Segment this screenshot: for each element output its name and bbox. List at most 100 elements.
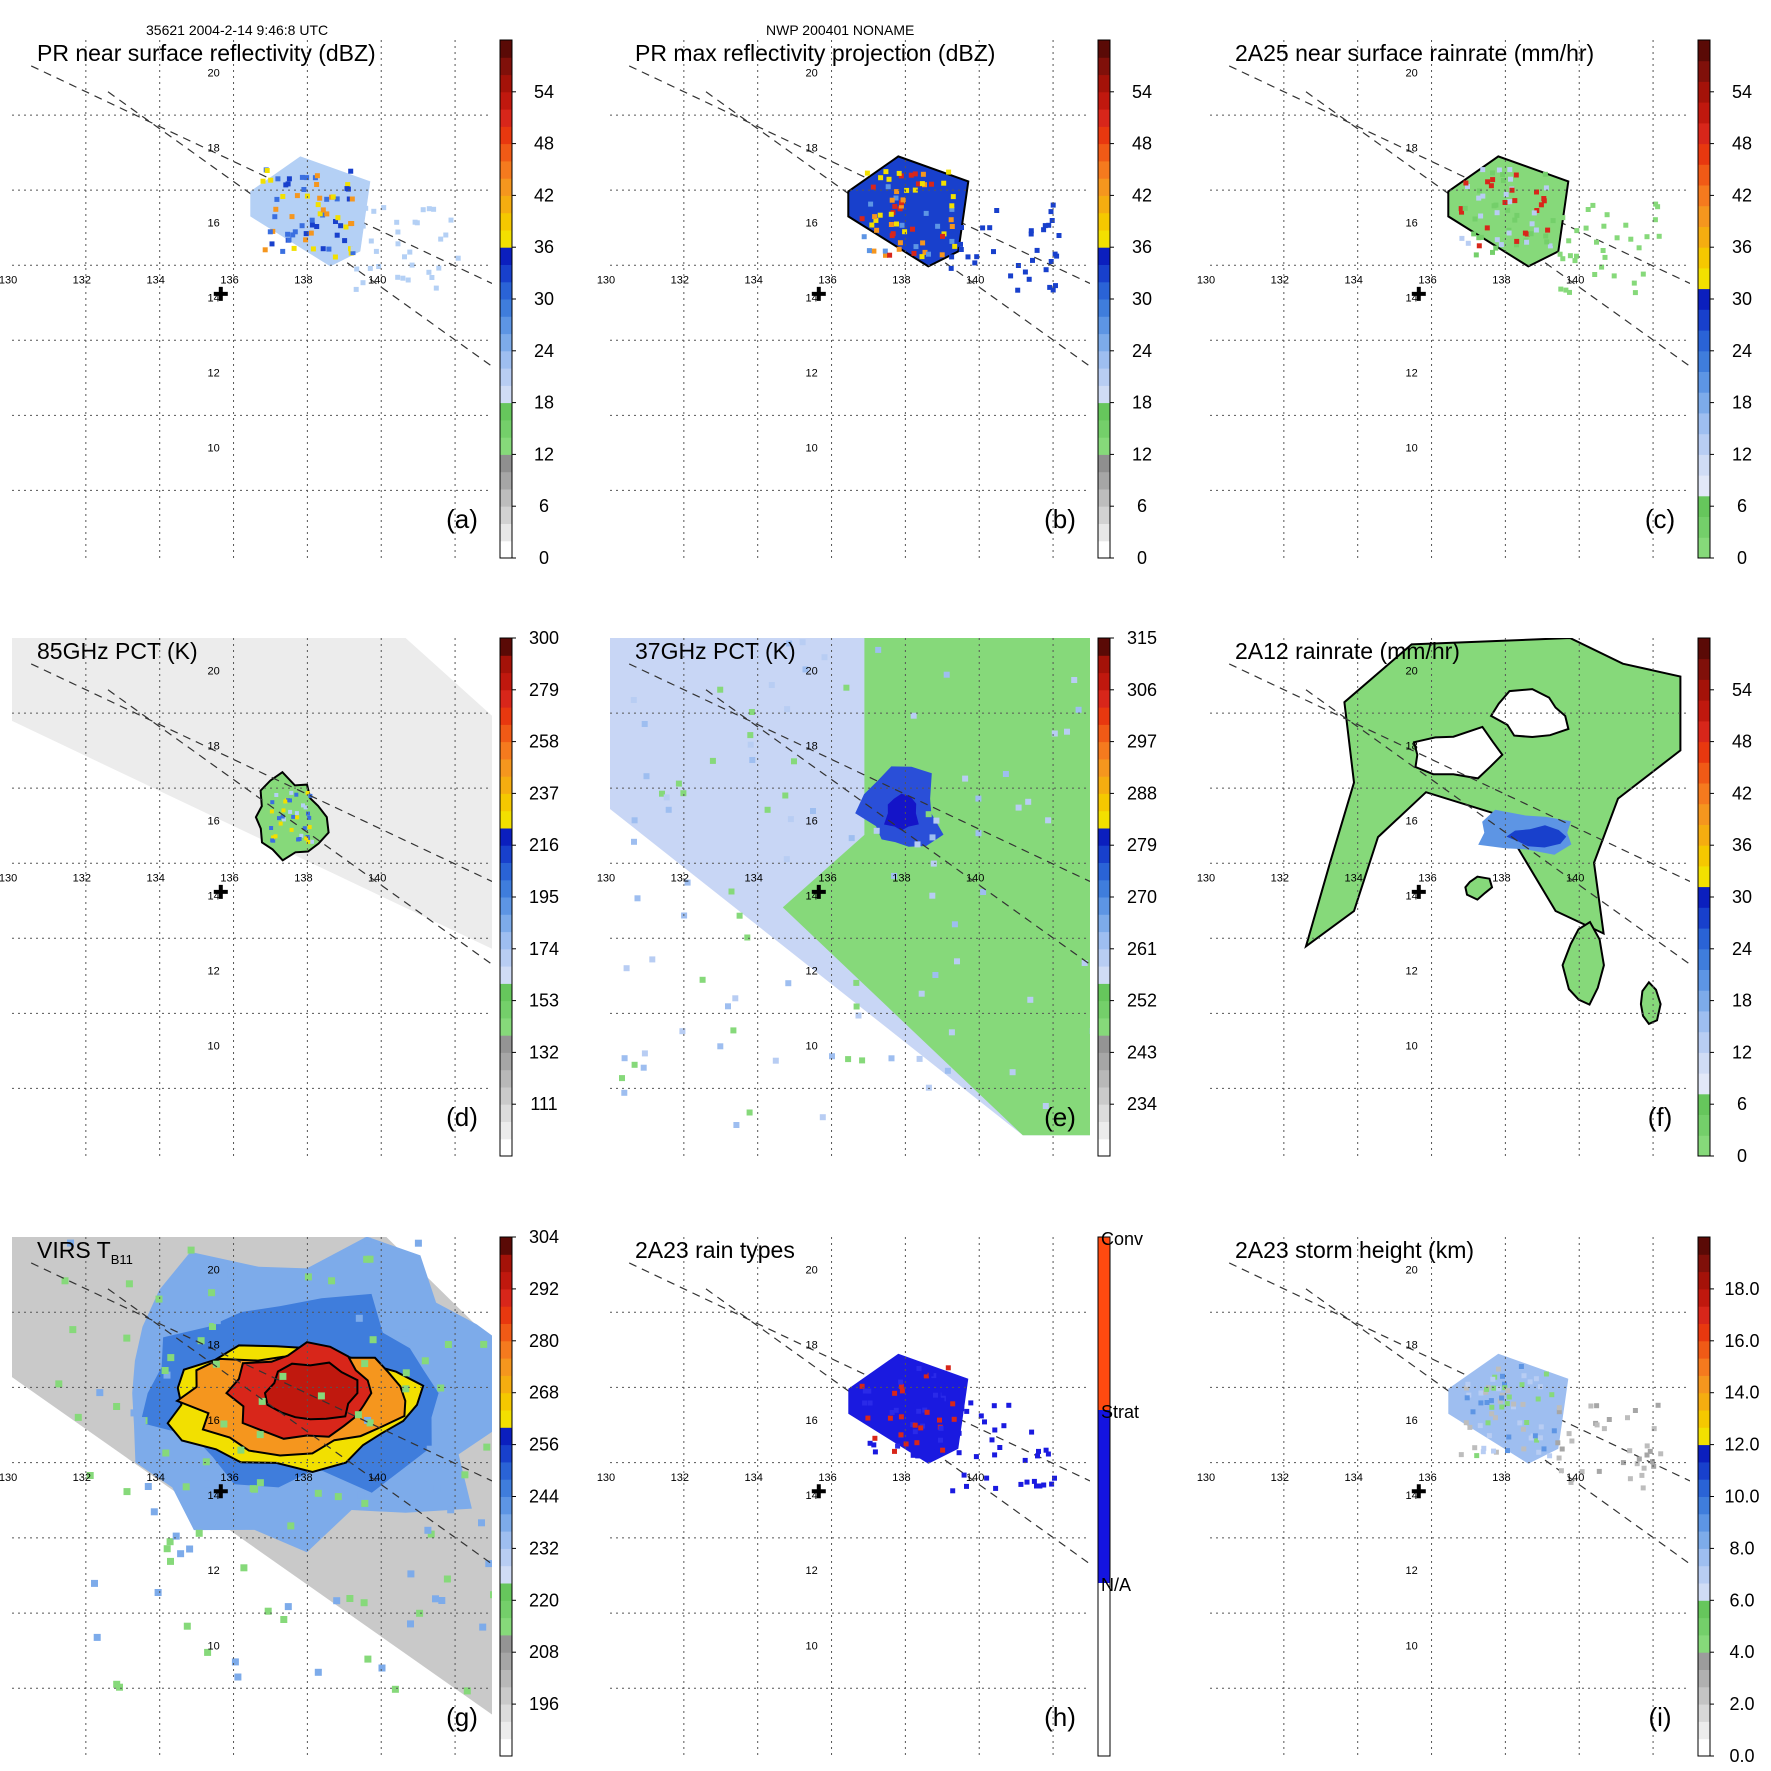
echo-pixel: [1042, 223, 1048, 229]
colorbar-segment: [1098, 385, 1110, 404]
echo-pixel: [317, 1392, 325, 1400]
echo-pixel: [946, 1396, 952, 1401]
pr-swath-edge: [705, 689, 1090, 965]
echo-pixel: [1489, 1411, 1495, 1417]
echo-pixel: [1543, 1371, 1549, 1377]
echo-pixel: [873, 217, 879, 223]
echo-pixel: [1493, 1415, 1498, 1421]
echo-pixel: [361, 1360, 369, 1368]
x-tick-label: 140: [368, 872, 386, 884]
colorbar-segment: [500, 845, 512, 863]
echo-pixel: [1497, 1398, 1503, 1404]
echo-pixel: [294, 811, 299, 816]
echo-pixel: [1041, 227, 1047, 233]
colorbar-tick-label: 30: [1732, 887, 1752, 907]
echo-pixel: [1534, 189, 1539, 195]
echo-pixel: [1477, 188, 1482, 194]
echo-pixel: [926, 251, 931, 257]
echo-pixel: [1041, 978, 1048, 985]
pr-echo: [848, 1353, 969, 1464]
colorbar-segment: [1698, 1306, 1710, 1324]
colorbar-segment: [1698, 1114, 1710, 1136]
colorbar-segment: [1098, 195, 1110, 214]
colorbar-segment: [1098, 143, 1110, 162]
echo-pixel: [877, 212, 883, 218]
colorbar-tick-label: 279: [1127, 835, 1157, 855]
echo-pixel: [929, 834, 936, 841]
echo-pixel: [267, 229, 273, 235]
colorbar-tick-label: 18: [1132, 393, 1152, 413]
echo-pixel: [308, 230, 314, 236]
echo-pixel: [74, 1413, 82, 1421]
colorbar-segment: [1098, 776, 1110, 794]
colorbar-b: 54 48 42 36 30 24 18 12 6 0: [1097, 39, 1152, 568]
echo-pixel: [859, 1057, 866, 1064]
echo-pixel: [924, 1409, 930, 1415]
x-tick-label: 138: [892, 274, 910, 286]
echo-pixel: [699, 976, 706, 983]
echo-pixel: [1527, 1379, 1533, 1385]
y-tick-label: 20: [805, 1264, 817, 1276]
echo-pixel: [1491, 1385, 1497, 1391]
colorbar-tick-label: 18: [1732, 991, 1752, 1011]
echo-pixel: [1556, 1455, 1562, 1461]
colorbar-segment: [1098, 1237, 1110, 1410]
echo-pixel: [1478, 213, 1484, 219]
echo-pixel: [333, 1597, 341, 1605]
echo-pixel: [889, 197, 895, 203]
colorbar-segment: [1098, 1583, 1110, 1756]
x-tick-label: 134: [745, 872, 763, 884]
y-tick-label: 20: [207, 665, 219, 677]
echo-pixel: [950, 194, 956, 200]
colorbar-segment: [500, 1479, 512, 1497]
echo-pixel: [1458, 206, 1464, 212]
colorbar-segment: [1698, 1738, 1710, 1757]
colorbar-tick-label: 196: [529, 1694, 559, 1714]
echo-pixel: [997, 1445, 1003, 1450]
colorbar-segment: [1098, 333, 1110, 352]
echo-pixel: [1060, 1091, 1067, 1098]
echo-pixel: [183, 1622, 191, 1630]
echo-pixel: [294, 792, 299, 797]
x-tick-label: 130: [0, 872, 17, 884]
x-tick-label: 136: [1418, 872, 1436, 884]
colorbar-segment: [1098, 264, 1110, 283]
echo-pixel: [274, 793, 279, 797]
echo-pixel: [1503, 192, 1509, 197]
echo-pixel: [1047, 284, 1053, 290]
echo-pixel: [1480, 167, 1486, 173]
colorbar-frame: [1097, 1236, 1111, 1757]
colorbar-tick-label: 4.0: [1729, 1642, 1754, 1662]
echo-pixel: [203, 1480, 211, 1488]
colorbar-segment: [1098, 160, 1110, 179]
colorbar-segment: [500, 966, 512, 984]
echo-pixel: [268, 177, 274, 183]
echo-pixel: [1614, 235, 1620, 241]
echo-pixel: [949, 224, 955, 229]
colorbar-segment: [1098, 419, 1110, 438]
echo-pixel: [426, 206, 432, 212]
echo-pixel: [892, 1448, 897, 1454]
colorbar-segment: [500, 385, 512, 404]
colorbar-tick-label: 174: [529, 939, 559, 959]
pr-swath-edge: [1305, 91, 1690, 367]
echo-pixel: [301, 803, 305, 808]
colorbar-segment: [1698, 102, 1710, 124]
echo-pixel: [890, 231, 896, 237]
pr-swath-edge: [107, 689, 492, 965]
echo-pixel: [256, 1479, 264, 1487]
echo-pixel: [150, 1508, 158, 1516]
echo-pixel: [1529, 221, 1535, 227]
colorbar-segment: [1698, 122, 1710, 145]
echo-pixel: [950, 1401, 956, 1407]
colorbar-segment: [1098, 655, 1110, 674]
y-tick-label: 20: [207, 67, 219, 79]
colorbar-tick-label: 6.0: [1729, 1590, 1754, 1610]
y-tick-label: 18: [207, 1340, 219, 1352]
echo-pixel: [717, 1043, 724, 1050]
echo-pixel: [1511, 1401, 1517, 1407]
echo-pixel: [950, 1488, 956, 1494]
echo-pixel: [631, 838, 637, 845]
echo-pixel: [1494, 237, 1500, 243]
